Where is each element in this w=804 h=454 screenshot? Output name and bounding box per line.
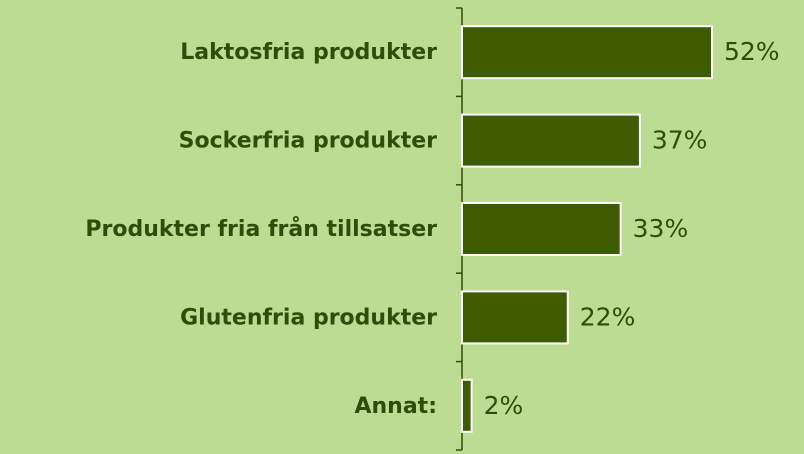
category-label: Sockerfria produkter <box>179 129 437 154</box>
value-label: 37% <box>652 126 708 155</box>
category-label: Produkter fria från tillsatser <box>85 216 437 242</box>
value-label: 33% <box>633 214 689 243</box>
category-label: Glutenfria produkter <box>180 305 437 330</box>
bar <box>461 25 713 80</box>
value-label: 52% <box>724 37 780 66</box>
bar <box>461 113 641 168</box>
category-label: Laktosfria produkter <box>180 40 437 65</box>
bar <box>461 202 622 256</box>
bar <box>461 378 473 433</box>
bar <box>461 290 569 345</box>
value-label: 2% <box>484 391 524 420</box>
category-label: Annat: <box>354 394 437 419</box>
value-label: 22% <box>580 302 636 331</box>
